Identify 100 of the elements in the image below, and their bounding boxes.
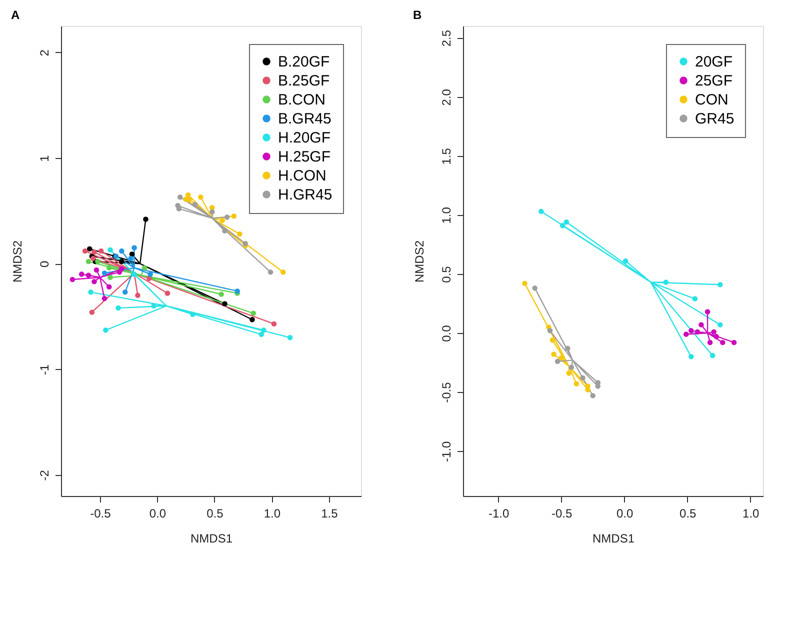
legend-label: H.25GF: [278, 148, 331, 166]
point: [98, 248, 104, 254]
point: [86, 246, 92, 252]
point: [143, 216, 148, 222]
point: [122, 290, 128, 295]
point: [103, 328, 108, 333]
point: [116, 305, 121, 311]
y-tick-label: -1: [38, 364, 52, 376]
x-axis-title: NMDS1: [190, 532, 233, 546]
point: [564, 346, 570, 352]
x-tick-label: 0.5: [206, 506, 224, 520]
point: [551, 352, 556, 357]
x-tick-label: 0.0: [149, 506, 166, 520]
legend-label: H.CON: [278, 168, 326, 184]
point: [698, 322, 704, 328]
y-axis-title: NMDS2: [10, 240, 24, 283]
y-tick-label: 2.0: [440, 88, 454, 106]
y-tick-label: 0.5: [440, 266, 454, 283]
point: [250, 310, 256, 316]
y-axis-title: NMDS2: [412, 240, 426, 283]
point: [622, 258, 628, 264]
point: [102, 296, 108, 302]
point: [522, 280, 528, 286]
x-tick-label: 0.0: [616, 506, 634, 520]
point: [70, 276, 76, 282]
point: [710, 352, 716, 358]
point: [234, 288, 240, 294]
point: [108, 274, 113, 280]
point: [258, 332, 264, 338]
point: [142, 265, 148, 271]
x-tick-label: 0.5: [680, 506, 697, 520]
point: [106, 284, 112, 290]
point: [688, 328, 694, 334]
point: [663, 280, 669, 285]
legend-label: B.GR45: [278, 110, 332, 128]
legend-label: B.25GF: [278, 72, 330, 90]
point: [280, 269, 286, 275]
legend-label: H.20GF: [278, 130, 331, 146]
x-tick-label: 1.0: [742, 506, 760, 520]
point: [92, 249, 97, 255]
point: [224, 214, 230, 220]
point: [210, 209, 215, 215]
point: [590, 392, 596, 398]
point: [261, 328, 266, 333]
point: [532, 286, 538, 291]
legend-label: CON: [695, 92, 728, 108]
point: [694, 329, 700, 334]
x-tick-label: -1.0: [488, 506, 510, 520]
point: [231, 213, 237, 219]
y-tick-label: 1: [38, 154, 52, 162]
point: [271, 321, 277, 326]
point: [94, 267, 100, 273]
point: [574, 381, 580, 386]
y-tick-label: -0.5: [440, 382, 454, 403]
y-tick-label: 2.5: [440, 30, 454, 47]
point: [236, 231, 242, 237]
point: [568, 364, 574, 370]
point: [707, 340, 713, 346]
point: [192, 202, 198, 208]
point: [242, 240, 248, 246]
point: [711, 329, 716, 334]
point: [595, 384, 601, 389]
point: [720, 340, 726, 346]
point: [547, 328, 553, 334]
point: [558, 355, 564, 360]
point: [554, 358, 560, 364]
point: [218, 292, 224, 297]
chart-title: B: [413, 8, 422, 22]
point: [268, 269, 274, 275]
point: [132, 245, 137, 250]
point: [550, 337, 556, 343]
point: [560, 222, 566, 228]
point: [164, 290, 170, 296]
point: [714, 334, 720, 340]
point: [190, 312, 196, 317]
point: [78, 272, 84, 277]
point: [108, 247, 113, 253]
point: [106, 265, 112, 271]
x-tick-label: 1.5: [321, 506, 338, 520]
legend-label: 25GF: [695, 72, 733, 90]
x-tick-label: -0.5: [90, 506, 112, 520]
legend-label: 20GF: [695, 54, 733, 70]
point: [151, 303, 156, 309]
point: [135, 292, 140, 298]
y-tick-label: 1.5: [440, 148, 454, 165]
point: [683, 332, 689, 337]
y-tick-label: -2: [38, 470, 52, 481]
point: [717, 282, 723, 288]
point: [564, 219, 570, 225]
x-tick-label: -0.5: [551, 506, 572, 520]
point: [222, 228, 228, 234]
x-axis-title: NMDS1: [592, 532, 635, 546]
point: [86, 272, 92, 278]
point: [102, 270, 108, 276]
point: [287, 334, 293, 340]
point: [128, 256, 134, 261]
point: [89, 310, 95, 315]
y-tick-label: 2: [38, 49, 52, 56]
chart-title: A: [11, 8, 20, 22]
x-tick-label: 1.0: [264, 506, 281, 520]
